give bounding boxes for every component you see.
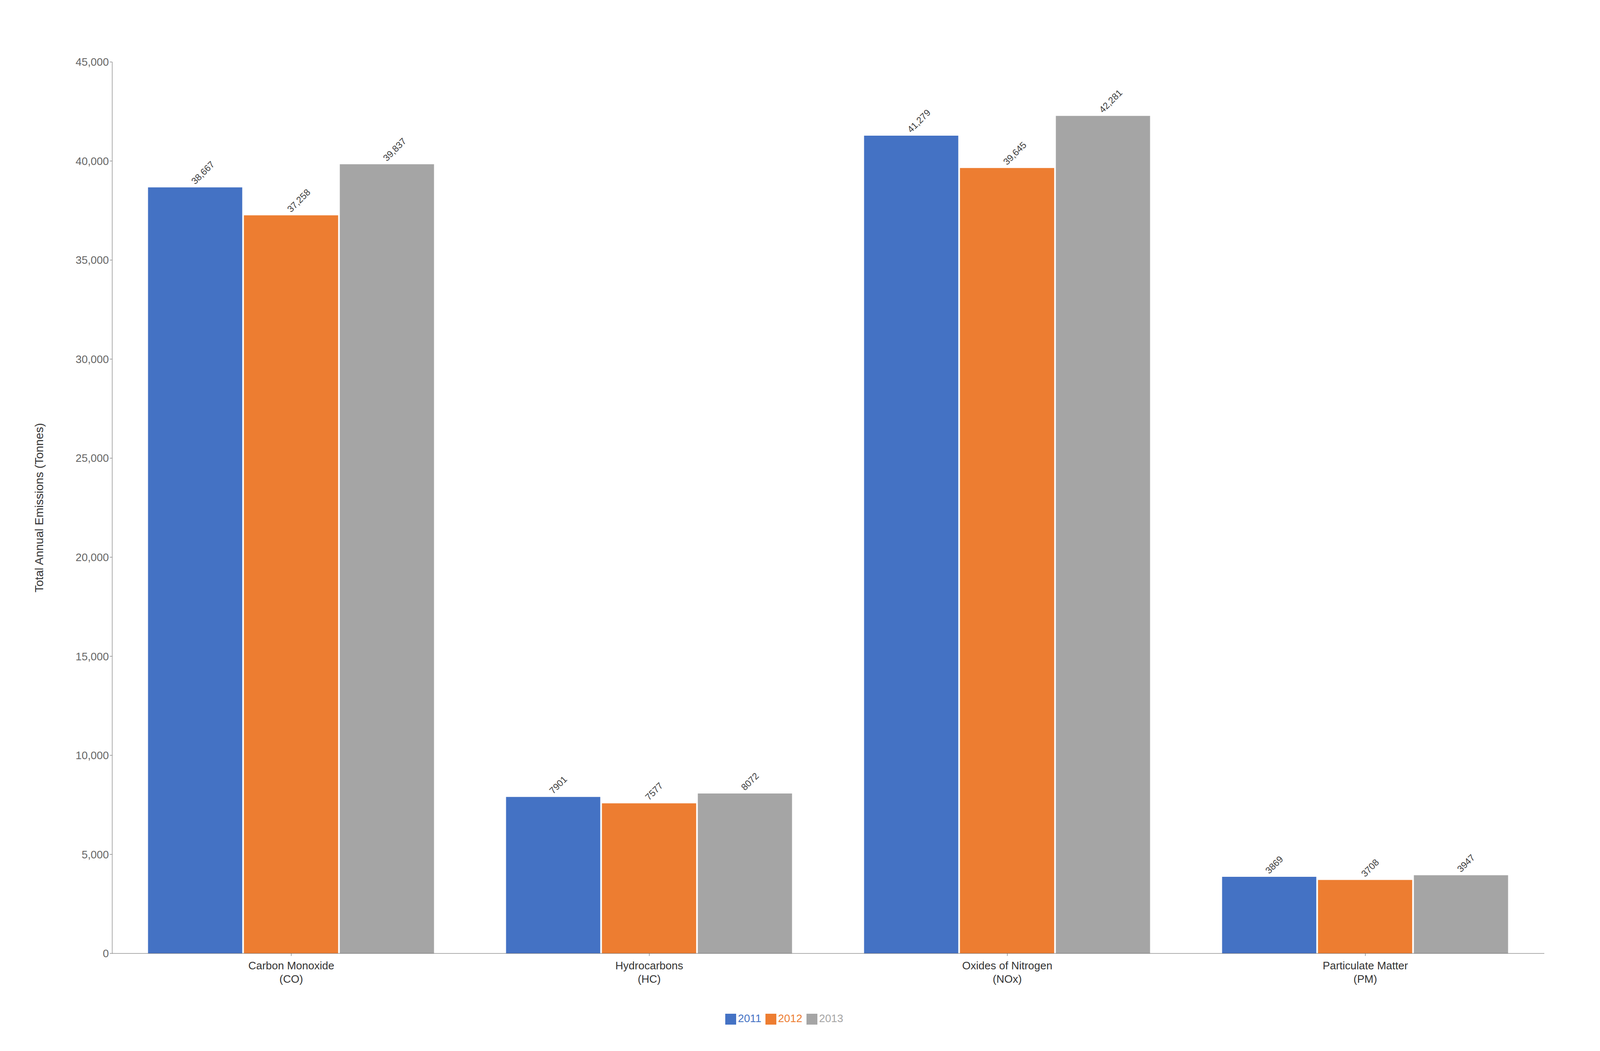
svg-text:38,667: 38,667 <box>189 159 217 187</box>
svg-text:10,000: 10,000 <box>75 749 109 762</box>
svg-text:25,000: 25,000 <box>75 451 109 465</box>
svg-text:42,281: 42,281 <box>1097 87 1125 115</box>
svg-text:7901: 7901 <box>547 773 570 796</box>
svg-text:45,000: 45,000 <box>75 55 109 69</box>
svg-text:Total Annual Emissions (Tonnes: Total Annual Emissions (Tonnes) <box>32 422 46 593</box>
svg-text:37,258: 37,258 <box>285 187 313 215</box>
svg-text:3947: 3947 <box>1455 852 1477 875</box>
svg-text:5,000: 5,000 <box>81 848 109 861</box>
svg-text:39,645: 39,645 <box>1001 139 1029 168</box>
svg-text:20,000: 20,000 <box>75 551 109 564</box>
svg-text:8072: 8072 <box>739 770 761 793</box>
svg-text:35,000: 35,000 <box>75 253 109 267</box>
svg-text:3708: 3708 <box>1359 857 1381 879</box>
svg-text:3869: 3869 <box>1263 853 1286 876</box>
svg-text:30,000: 30,000 <box>75 352 109 366</box>
svg-text:Particulate Matter(PM): Particulate Matter(PM) <box>1322 959 1409 986</box>
html-text:2013: 2013 <box>819 1012 844 1025</box>
svg-text:40,000: 40,000 <box>75 154 109 168</box>
html-text:2012: 2012 <box>778 1012 803 1025</box>
svg-text:0: 0 <box>103 947 109 960</box>
svg-text:41,279: 41,279 <box>905 107 933 135</box>
svg-text:39,837: 39,837 <box>381 136 409 164</box>
svg-text:7577: 7577 <box>643 780 665 803</box>
svg-text:15,000: 15,000 <box>75 650 109 663</box>
svg-text:Hydrocarbons(HC): Hydrocarbons(HC) <box>615 959 684 986</box>
svg-text:Carbon Monoxide(CO): Carbon Monoxide(CO) <box>248 959 335 986</box>
html-text:2011: 2011 <box>737 1012 762 1025</box>
svg-text:Oxides of Nitrogen(NOx): Oxides of Nitrogen(NOx) <box>962 959 1053 986</box>
